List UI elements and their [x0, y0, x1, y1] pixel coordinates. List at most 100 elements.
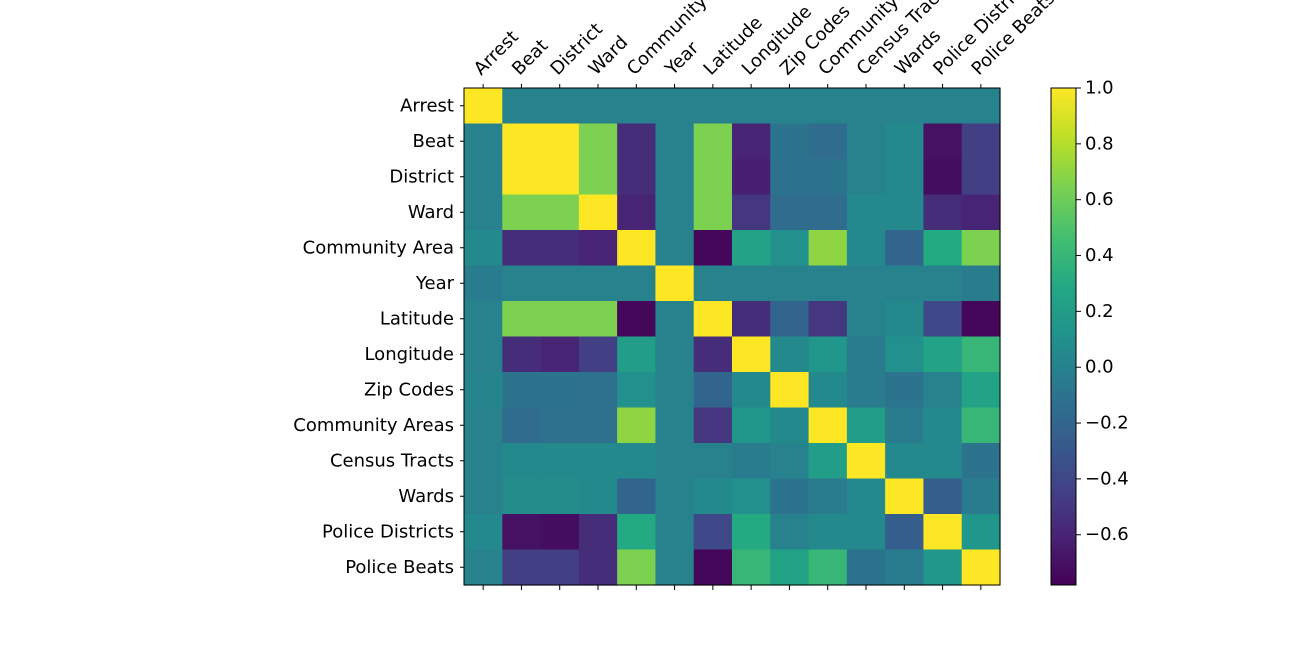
heatmap-cell: [961, 407, 1001, 444]
heatmap-cell: [578, 372, 618, 409]
heatmap-cell: [808, 336, 848, 373]
heatmap-cell: [732, 407, 771, 444]
heatmap-cell: [578, 88, 618, 125]
heatmap-cell: [732, 372, 771, 409]
heatmap-cell: [923, 443, 963, 480]
y-tick-label: District: [389, 166, 454, 187]
heatmap-cell: [770, 123, 810, 160]
heatmap-cell: [693, 88, 733, 125]
heatmap-cell: [770, 443, 810, 480]
heatmap-cell: [540, 194, 580, 231]
heatmap-cell: [846, 407, 886, 444]
heatmap-cell: [885, 372, 925, 409]
heatmap-cell: [693, 407, 733, 444]
heatmap-cell: [655, 549, 695, 586]
heatmap-cell: [732, 301, 771, 338]
heatmap-cell: [578, 194, 618, 231]
heatmap-cell: [655, 301, 695, 338]
heatmap-cell: [464, 230, 503, 267]
heatmap-cell: [540, 478, 580, 515]
heatmap-cell: [923, 372, 963, 409]
heatmap-cell: [846, 123, 886, 160]
heatmap-cell: [923, 265, 963, 302]
heatmap-cell: [502, 478, 542, 515]
heatmap-frame: [463, 87, 1001, 586]
heatmap-cell: [502, 123, 542, 160]
y-axis: Arrest Beat District Ward Community Area Year…: [293, 95, 464, 578]
heatmap-cell: [578, 230, 618, 267]
heatmap-cell: [923, 88, 963, 125]
heatmap-cell: [846, 159, 886, 196]
y-tick-label: Police Districts: [322, 521, 454, 542]
colorbar-tick-label: 0.4: [1085, 245, 1114, 266]
heatmap-cell: [502, 230, 542, 267]
y-tick-label: Latitude: [380, 308, 454, 329]
y-tick-label: Community Area: [303, 237, 454, 258]
heatmap-cell: [617, 194, 657, 231]
heatmap-cell: [885, 443, 925, 480]
heatmap-cell: [885, 478, 925, 515]
heatmap-cell: [961, 478, 1001, 515]
heatmap-cell: [808, 230, 848, 267]
heatmap-cell: [846, 88, 886, 125]
heatmap-cell: [578, 478, 618, 515]
heatmap-cell: [808, 372, 848, 409]
heatmap-cell: [885, 159, 925, 196]
heatmap-cell: [617, 443, 657, 480]
heatmap-cell: [655, 407, 695, 444]
heatmap-cell: [846, 301, 886, 338]
heatmap-cell: [923, 230, 963, 267]
heatmap-cell: [885, 88, 925, 125]
heatmap-cell: [846, 514, 886, 551]
heatmap-cell: [502, 88, 542, 125]
heatmap-cell: [464, 194, 503, 231]
heatmap-cell: [540, 514, 580, 551]
heatmap-cell: [770, 336, 810, 373]
colorbar: [1050, 87, 1077, 586]
heatmap-cell: [885, 407, 925, 444]
heatmap-cell: [540, 88, 580, 125]
heatmap-cell: [923, 123, 963, 160]
heatmap-cell: [540, 443, 580, 480]
heatmap-cell: [693, 265, 733, 302]
heatmap-cell: [464, 478, 503, 515]
colorbar-tick-label: −0.2: [1085, 413, 1129, 434]
heatmap-cell: [961, 301, 1001, 338]
heatmap-cell: [578, 301, 618, 338]
heatmap-cell: [732, 123, 771, 160]
heatmap-cell: [578, 123, 618, 160]
heatmap-cell: [923, 514, 963, 551]
heatmap-cell: [770, 514, 810, 551]
heatmap-cell: [961, 514, 1001, 551]
heatmap-cell: [923, 301, 963, 338]
heatmap-cell: [617, 265, 657, 302]
heatmap-cell: [693, 230, 733, 267]
heatmap-cell: [617, 407, 657, 444]
heatmap-cell: [502, 407, 542, 444]
y-tick-label: Wards: [398, 486, 454, 507]
heatmap-cell: [885, 265, 925, 302]
heatmap-cell: [770, 159, 810, 196]
heatmap-cell: [770, 194, 810, 231]
heatmap-cell: [578, 159, 618, 196]
heatmap-cell: [693, 123, 733, 160]
heatmap-cell: [540, 159, 580, 196]
heatmap-cell: [808, 407, 848, 444]
heatmap-cell: [655, 230, 695, 267]
heatmap-cell: [464, 159, 503, 196]
heatmap-cell: [617, 478, 657, 515]
heatmap-cell: [502, 336, 542, 373]
heatmap-cell: [693, 159, 733, 196]
heatmap-cell: [540, 407, 580, 444]
heatmap-cell: [923, 407, 963, 444]
heatmap-cell: [578, 514, 618, 551]
heatmap-cell: [732, 336, 771, 373]
heatmap-cell: [617, 336, 657, 373]
heatmap-cell: [961, 372, 1001, 409]
heatmap-cell: [846, 265, 886, 302]
heatmap-cell: [617, 88, 657, 125]
heatmap-cell: [885, 123, 925, 160]
heatmap-cell: [655, 194, 695, 231]
colorbar-tick-label: −0.6: [1085, 524, 1129, 545]
heatmap-cell: [770, 549, 810, 586]
